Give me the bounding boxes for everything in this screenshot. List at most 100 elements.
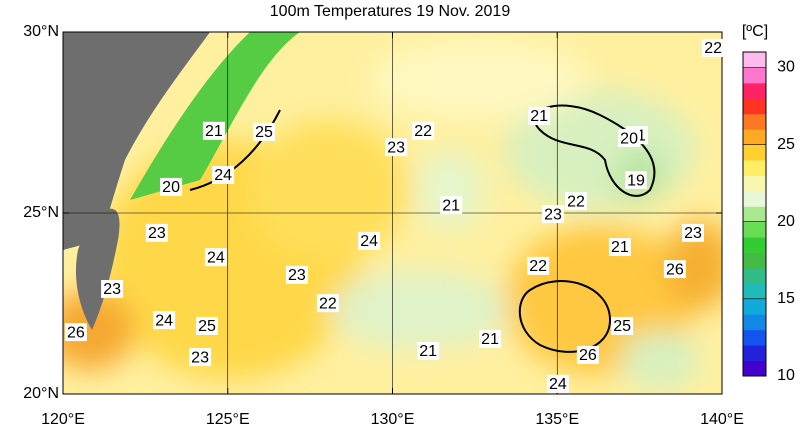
contour-label: 23 [387,139,405,156]
x-tick-label: 125°E [206,411,250,428]
contour-label: 21 [611,239,629,256]
contour-label: 23 [148,225,166,242]
contour-label: 20 [620,130,638,147]
contour-label-box [608,238,631,257]
contour-label: 21 [481,331,499,348]
contour-label-box [479,329,502,348]
colorbar-segment [743,52,766,68]
colorbar-tick-label: 10 [777,367,795,384]
y-tick-label: 20°N [23,385,59,402]
contour-label: 19 [627,172,645,189]
contour-label-box [625,171,648,190]
colorbar-segment [743,98,766,115]
contour-label-box [285,265,308,284]
contour-label: 24 [155,312,173,329]
colorbar-unit: [ºC] [742,23,768,40]
y-tick-label: 30°N [23,23,59,40]
colorbar-segment [743,283,766,300]
colorbar-segment [743,329,766,346]
contour-label-box [385,138,408,157]
contour-label: 25 [613,318,631,335]
contour-label: 25 [255,124,273,141]
contour-label-box [663,260,686,279]
colorbar-tick-label: 25 [777,136,795,153]
contour-label-box [101,280,124,299]
contour-label: 24 [360,233,378,250]
contour-label-box [412,121,435,140]
colorbar-segment [743,144,766,161]
colorbar-segment [743,160,766,176]
contour-label-box [565,192,588,211]
contour-label: 23 [191,349,209,366]
contour-label-box [145,223,168,242]
contour-label: 26 [67,324,85,341]
contour-label: 21 [205,123,223,140]
contour-label-box [527,256,550,275]
colorbar-segment [743,360,766,377]
contour-label-box [316,294,339,313]
contour-label: 21 [530,108,548,125]
contour-label: 25 [198,318,216,335]
contour-label-box [252,122,275,141]
contour-label-box [204,248,227,267]
colorbar-segment [743,298,766,315]
contour-label: 24 [214,167,232,184]
colorbar-segment [743,252,766,269]
contour-label-box [202,121,225,140]
contour-label: 22 [319,295,337,312]
contour-label-box [546,374,569,393]
contour-label: 20 [162,179,180,196]
contour-label: 23 [288,267,306,284]
contour-label-box [160,177,183,196]
contour-label-box [153,311,176,330]
contour-label-box [189,348,212,367]
contour-label: 22 [529,258,547,275]
contour-label: 21 [442,197,460,214]
contour-label-box [417,341,440,360]
x-tick-label: 140°E [700,411,744,428]
colorbar-segment [743,82,766,99]
contour-label-box [682,223,705,242]
contour-label: 26 [579,347,597,364]
colorbar-tick-label: 30 [777,59,795,76]
colorbar-segment [743,67,766,84]
contour-label-box [576,345,599,364]
colorbar-segment [743,221,766,238]
contour-label-box [440,196,463,215]
contour-label: 26 [666,261,684,278]
x-tick-label: 120°E [41,411,85,428]
y-tick-label: 25°N [23,204,59,221]
colorbar-segment [743,175,766,192]
contour-label: 22 [414,123,432,140]
contour-label-box [611,316,634,335]
chart-title: 100m Temperatures 19 Nov. 2019 [270,3,511,20]
contour-label: 22 [704,40,722,57]
colorbar-segment [743,206,766,223]
contour-label: 22 [567,193,585,210]
x-tick-label: 135°E [535,411,579,428]
colorbar-segment [743,129,766,146]
contour-label-box [702,38,725,57]
contour-label-box [195,316,218,335]
contour-label: 24 [207,249,225,266]
contour-label-box [541,205,564,224]
contour-label-box [64,323,87,342]
contour-label: 23 [544,206,562,223]
colorbar-segment [743,345,766,362]
colorbar-tick-label: 15 [777,290,795,307]
colorbar-segment [743,113,766,130]
colorbar-tick-label: 20 [777,213,795,230]
contour-label: 23 [684,225,702,242]
contour-label: 23 [103,281,121,298]
contour-label: 21 [419,343,437,360]
contour-label: 24 [549,376,567,393]
contour-label-box [618,129,641,148]
contour-label-box [358,231,381,250]
colorbar-segment [743,268,766,284]
colorbar-segment [743,237,766,254]
contour-label-box [212,165,235,184]
colorbar-segment [743,314,766,331]
x-tick-label: 130°E [371,411,415,428]
contour-label-box [528,106,551,125]
